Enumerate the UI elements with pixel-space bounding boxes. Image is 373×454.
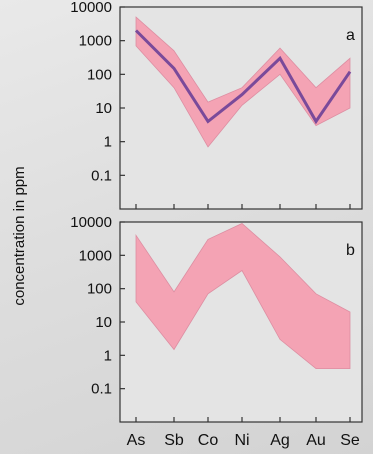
concentration-range-band: [135, 16, 351, 148]
series-line: [134, 29, 352, 125]
y-tick-label: 10: [95, 100, 112, 117]
category-label: Ni: [234, 432, 249, 449]
panel-b: 10000 1000 100 10 1 0.1 b: [70, 214, 363, 423]
panel-letter: b: [346, 242, 355, 259]
panel-a: 10000 1000 100 10 1 0.1 a: [70, 0, 363, 210]
category-label: Au: [306, 432, 326, 449]
category-label: Sb: [164, 432, 184, 449]
y-tick-label: 10000: [70, 214, 112, 231]
y-tick-label: 0.1: [91, 381, 112, 398]
y-tick-label: 100: [87, 66, 112, 83]
y-tick-label: 1000: [79, 33, 112, 50]
y-tick-label: 10: [95, 314, 112, 331]
category-label: Co: [198, 432, 219, 449]
category-label: Ag: [270, 432, 290, 449]
y-tick-label: 0.1: [91, 167, 112, 184]
y-tick-label: 1000: [79, 247, 112, 264]
category-label: Se: [340, 432, 360, 449]
y-axis-label: concentration in ppm: [11, 166, 28, 305]
category-label: As: [127, 432, 146, 449]
y-tick-label: 100: [87, 281, 112, 298]
concentration-range-band: [135, 223, 351, 370]
y-tick-label: 1: [104, 347, 112, 364]
panel-letter: a: [346, 27, 355, 44]
y-tick-label: 1: [104, 134, 112, 151]
category-axis: As Sb Co Ni Ag Au Se: [127, 432, 360, 449]
y-tick-label: 10000: [70, 0, 112, 16]
